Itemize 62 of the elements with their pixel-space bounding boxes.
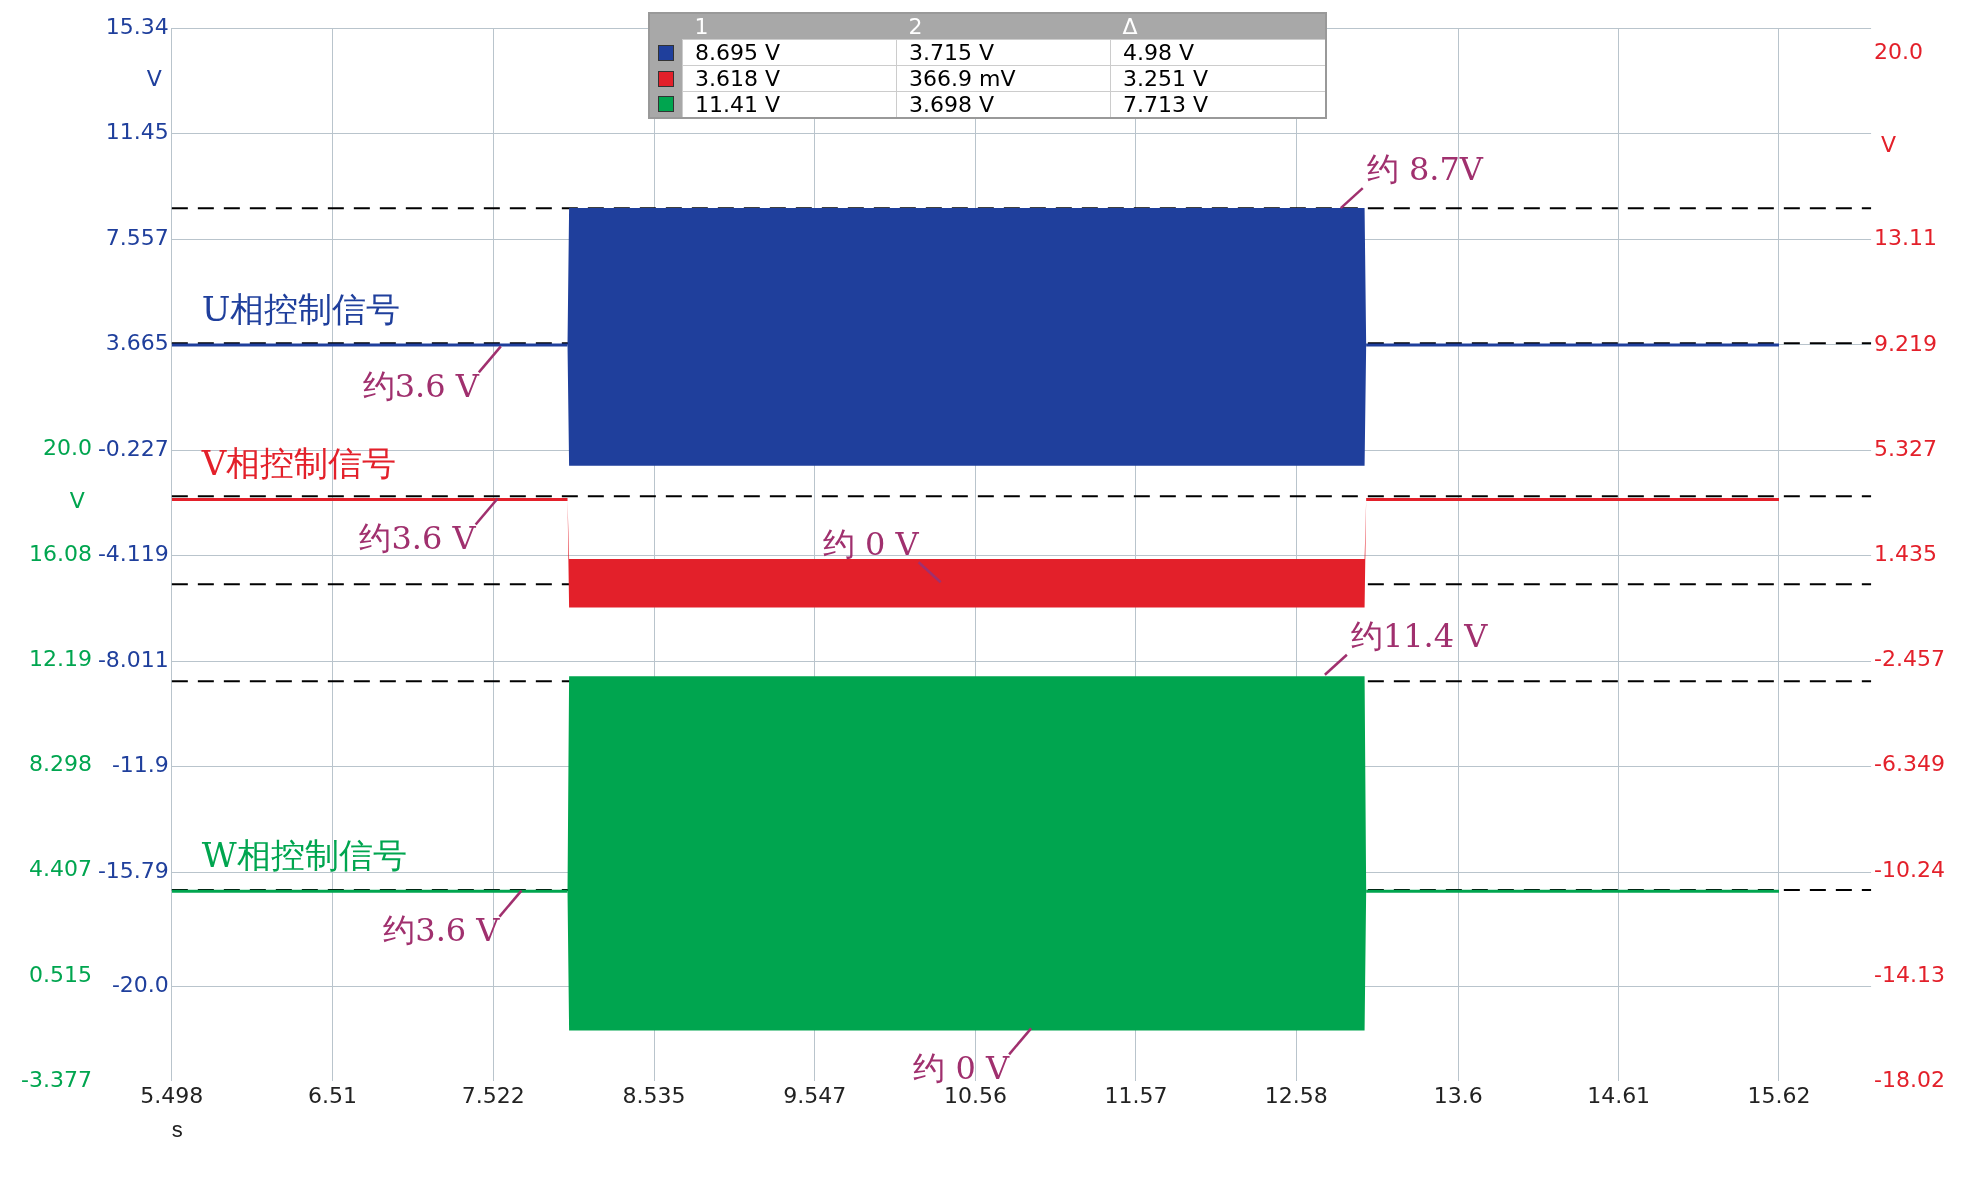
- y-axis-title: V: [146, 66, 162, 92]
- y2-tick-label: 9.219: [1874, 330, 1938, 356]
- y2-tick-label: 5.327: [1874, 435, 1938, 461]
- y2-tick-label: -2.457: [1874, 646, 1945, 672]
- annotation: 7.713 V: [1110, 91, 1326, 118]
- annotation: 3.715 V: [896, 39, 1111, 66]
- x-tick-label: 12.58: [1264, 1083, 1328, 1109]
- y2-tick-label: -18.02: [1874, 1066, 1945, 1092]
- series-label: U相控制信号: [201, 288, 401, 329]
- y3-axis-title: V: [69, 487, 85, 513]
- y-tick-label: -0.227: [97, 435, 169, 461]
- x-tick-label: 15.62: [1747, 1083, 1811, 1109]
- y-tick-label: -11.9: [111, 752, 169, 778]
- y3-tick-label: 12.19: [28, 645, 92, 671]
- y3-tick-label: 20.0: [42, 434, 92, 460]
- annotation: 约 8.7V: [1366, 150, 1484, 189]
- y3-tick-label: 8.298: [28, 751, 92, 777]
- y2-tick-label: -14.13: [1874, 961, 1945, 987]
- annotation: 约 0 V: [822, 524, 920, 563]
- y-tick-label: 15.34: [105, 13, 169, 39]
- annotation: 3.251 V: [1110, 65, 1326, 92]
- x-tick-label: 13.6: [1433, 1083, 1483, 1109]
- y2-tick-label: -6.349: [1874, 751, 1945, 777]
- series-label: W相控制信号: [201, 835, 407, 875]
- y-tick-label: -20.0: [111, 972, 169, 998]
- y-tick-label: -15.79: [97, 857, 169, 883]
- annotation: 约11.4 V: [1350, 617, 1489, 656]
- x-tick-label: 11.57: [1104, 1083, 1168, 1109]
- annotation: Δ: [1121, 13, 1139, 40]
- series-label: V相控制信号: [200, 443, 397, 484]
- y-tick-label: -4.119: [97, 541, 169, 567]
- y2-tick-label: 1.435: [1874, 540, 1938, 566]
- y2-axis-title: V: [1881, 132, 1897, 158]
- annotation: 约3.6 V: [359, 518, 477, 557]
- x-tick-label: 8.535: [622, 1083, 686, 1109]
- y-tick-label: -8.011: [97, 646, 169, 672]
- annotation: 约3.6 V: [383, 910, 501, 949]
- y2-tick-label: -10.24: [1874, 856, 1945, 882]
- annotation: 1: [693, 13, 710, 40]
- y3-tick-label: 4.407: [28, 856, 92, 882]
- x-axis-title: s: [171, 1116, 183, 1142]
- annotation: 2: [907, 13, 924, 40]
- annotation: 4.98 V: [1110, 39, 1326, 66]
- annotation: 366.9 mV: [896, 65, 1111, 92]
- y2-tick-label: 20.0: [1874, 39, 1924, 65]
- y-tick-label: 7.557: [105, 224, 169, 250]
- y3-tick-label: 16.08: [28, 540, 92, 566]
- x-tick-label: 9.547: [783, 1083, 847, 1109]
- x-tick-label: 6.51: [308, 1083, 358, 1109]
- annotation: 3.698 V: [896, 91, 1111, 118]
- annotation: 3.618 V: [682, 65, 897, 92]
- annotation: 11.41 V: [682, 91, 897, 118]
- x-tick-label: 7.522: [461, 1083, 525, 1109]
- y-tick-label: 11.45: [105, 119, 169, 145]
- x-tick-label: 14.61: [1587, 1083, 1651, 1109]
- annotation: 约3.6 V: [362, 366, 480, 405]
- y2-tick-label: 13.11: [1874, 225, 1938, 251]
- y3-tick-label: 0.515: [28, 961, 92, 987]
- y-tick-label: 3.665: [105, 330, 169, 356]
- y3-tick-label: -3.377: [21, 1066, 92, 1092]
- x-tick-label: 5.498: [140, 1083, 204, 1109]
- annotation: 8.695 V: [682, 39, 897, 66]
